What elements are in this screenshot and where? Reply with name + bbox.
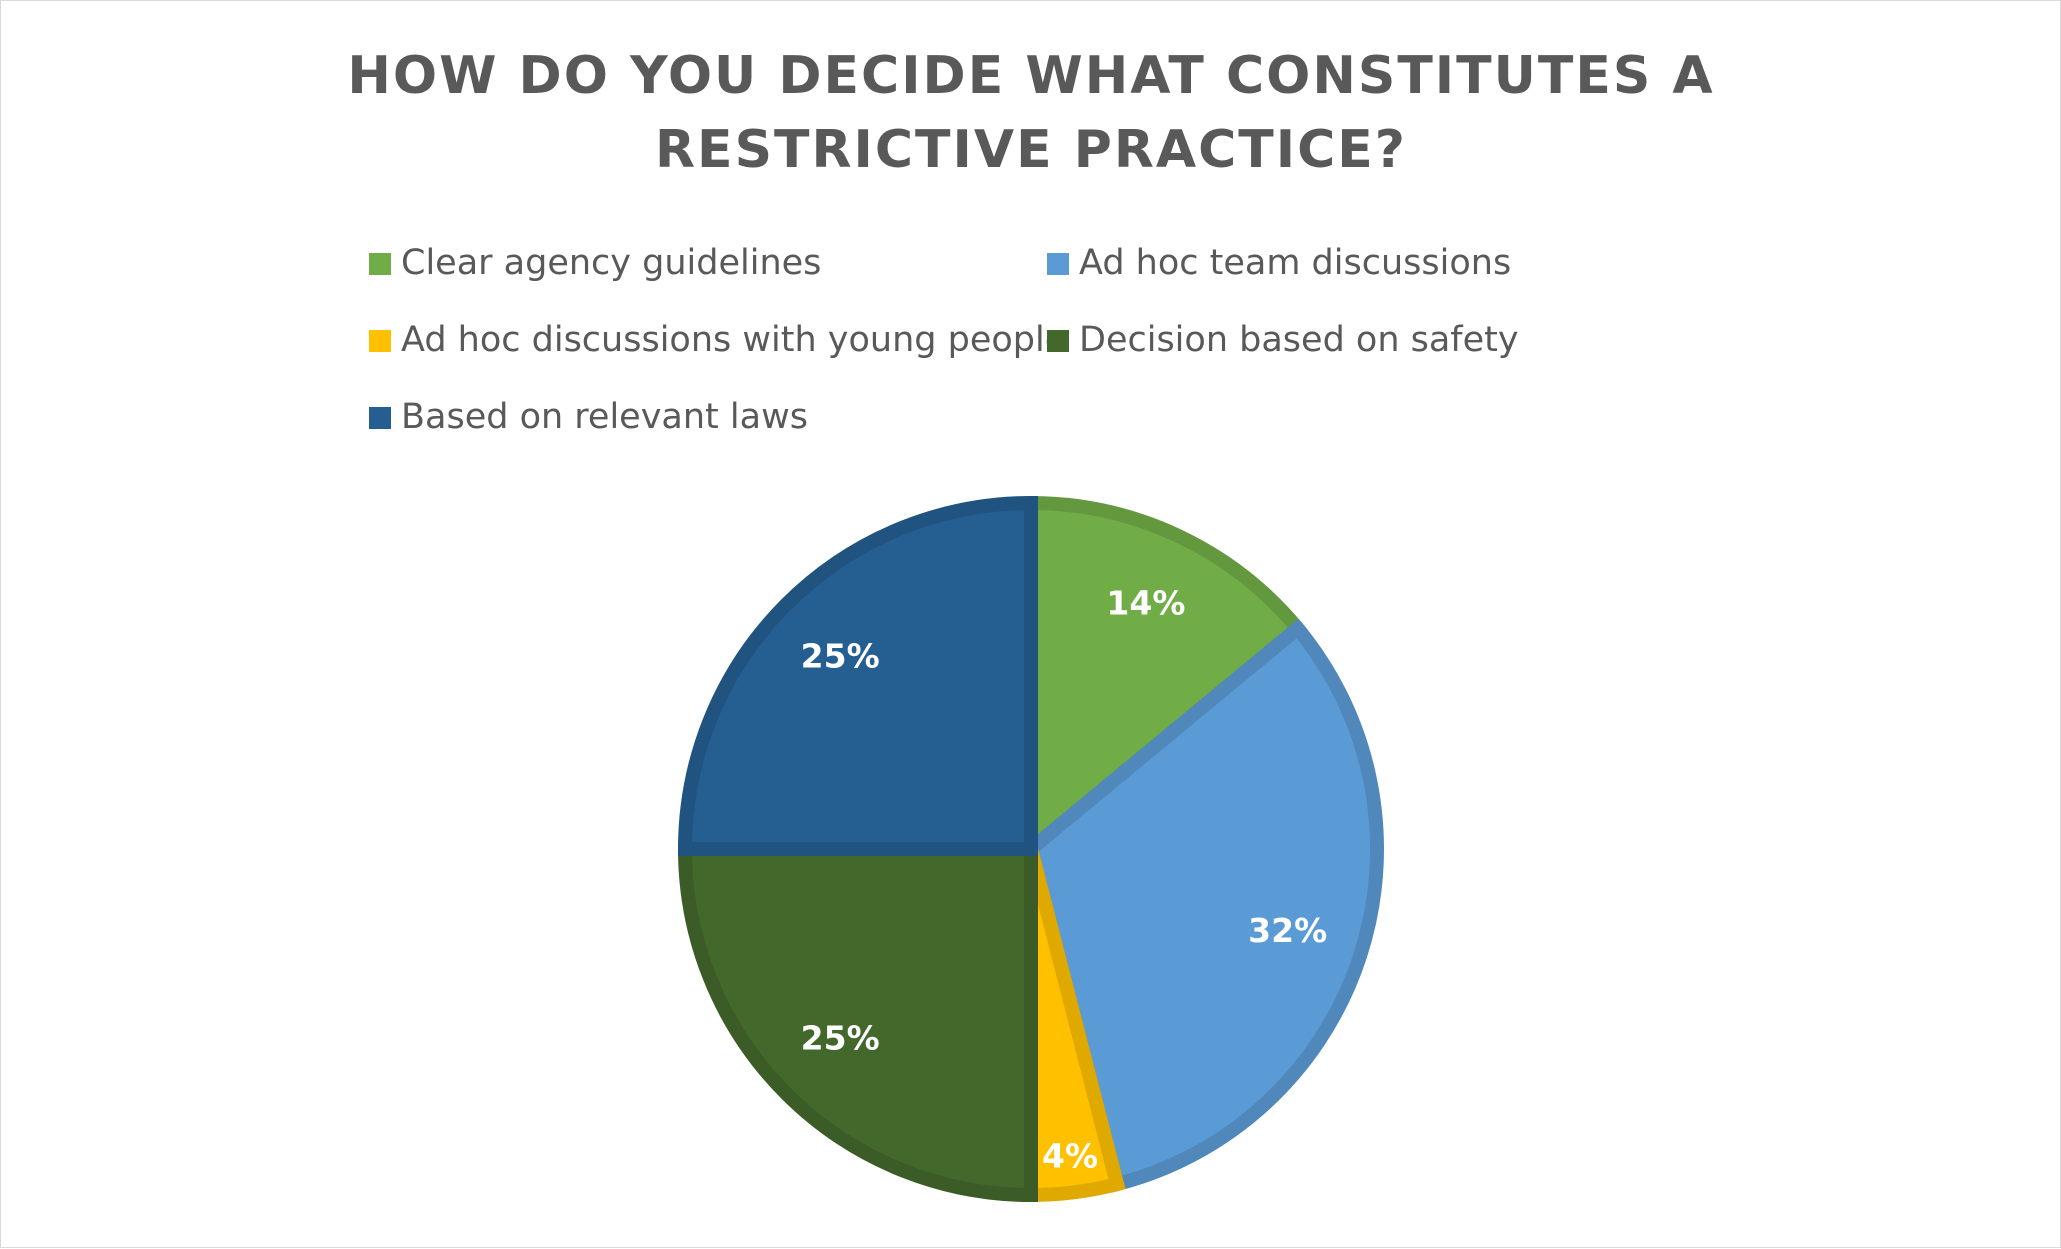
legend-swatch: [369, 330, 391, 352]
legend-swatch: [369, 407, 391, 429]
legend-label: Based on relevant laws: [401, 397, 808, 437]
chart-title: HOW DO YOU DECIDE WHAT CONSTITUTES A RES…: [347, 46, 1715, 180]
legend-label: Ad hoc team discussions: [1079, 243, 1511, 283]
pie-slice: [1024, 495, 1308, 864]
legend-label: Decision based on safety: [1079, 320, 1519, 360]
pie-slice: [677, 842, 1038, 1203]
legend-swatch: [1047, 253, 1069, 275]
value-label: 4%: [1042, 1136, 1098, 1175]
value-label: 32%: [1248, 911, 1327, 950]
pie-slice: [677, 495, 1038, 856]
pie-slice: [1023, 618, 1384, 1193]
value-label: 14%: [1106, 583, 1185, 622]
legend-swatch: [369, 253, 391, 275]
legend-label: Ad hoc discussions with young people: [401, 320, 1066, 360]
legend-swatch: [1047, 330, 1069, 352]
value-label: 25%: [801, 1018, 880, 1057]
legend-label: Clear agency guidelines: [401, 243, 821, 283]
value-label: 25%: [801, 637, 880, 676]
